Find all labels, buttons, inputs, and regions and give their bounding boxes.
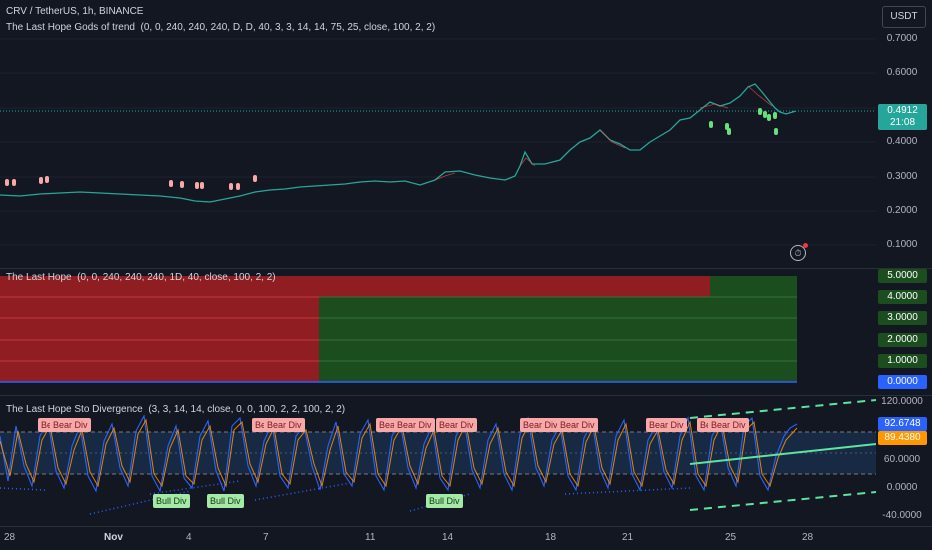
time-tick: 25 <box>725 532 737 543</box>
price-tick: 0.2000 <box>886 205 918 216</box>
time-tick: 28 <box>802 532 814 543</box>
zone-tick: 3.0000 <box>878 311 927 325</box>
indicator1-name: The Last Hope Gods of trend <box>6 22 135 33</box>
bear-div-label: Bear Div <box>646 418 687 432</box>
price-axis[interactable]: USDT 0.7000 0.6000 0.4912 21:08 0.4000 0… <box>876 0 932 268</box>
zone-tick: 4.0000 <box>878 290 927 304</box>
bear-div-label: Bear Div <box>436 418 477 432</box>
price-tick: 0.4000 <box>886 136 918 147</box>
bear-div-label: Bear Div <box>50 418 91 432</box>
indicator3-legend[interactable]: The Last Hope Sto Divergence (3, 3, 14, … <box>6 404 345 415</box>
stoch-k-tag: 92.6748 <box>878 417 927 431</box>
alarm-clock-icon[interactable]: ⏱ <box>790 243 808 261</box>
indicator2-params: (0, 0, 240, 240, 240, 1D, 40, close, 100… <box>77 272 276 283</box>
time-tick: 4 <box>186 532 192 543</box>
price-tick: 0.1000 <box>886 239 918 250</box>
price-tick: 0.3000 <box>886 171 918 182</box>
stoch-pane[interactable]: The Last Hope Sto Divergence (3, 3, 14, … <box>0 396 876 526</box>
indicator1-legend[interactable]: The Last Hope Gods of trend (0, 0, 240, … <box>6 22 435 33</box>
stoch-tick: 0.0000 <box>886 482 918 493</box>
indicator3-params: (3, 3, 14, 14, close, 0, 0, 100, 2, 2, 1… <box>148 404 346 415</box>
indicator2-name: The Last Hope <box>6 272 72 283</box>
bull-div-label: Bull Div <box>207 494 244 508</box>
stoch-axis[interactable]: 120.0000 92.6748 89.4380 60.0000 0.0000 … <box>876 396 932 526</box>
price-tick: 0.7000 <box>886 33 918 44</box>
stoch-tick: 120.0000 <box>881 396 923 407</box>
price-series <box>0 83 797 203</box>
zone-tick: 0.0000 <box>878 375 927 389</box>
stoch-tick: -40.0000 <box>882 510 922 521</box>
bull-div-label: Bull Div <box>426 494 463 508</box>
indicator2-legend[interactable]: The Last Hope (0, 0, 240, 240, 240, 1D, … <box>6 272 276 283</box>
bear-div-label: Bear Div <box>394 418 435 432</box>
price-chart[interactable] <box>0 0 876 268</box>
bear-div-label: Bear Div <box>557 418 598 432</box>
time-axis-separator <box>0 526 932 527</box>
zone-tick: 2.0000 <box>878 333 927 347</box>
time-tick: 14 <box>442 532 454 543</box>
zone-tick: 5.0000 <box>878 269 927 283</box>
indicator3-name: The Last Hope Sto Divergence <box>6 404 143 415</box>
zone-pane[interactable]: The Last Hope (0, 0, 240, 240, 240, 1D, … <box>0 269 876 395</box>
time-axis[interactable] <box>0 527 932 550</box>
stoch-tick: 60.0000 <box>883 454 921 465</box>
pane-separator[interactable] <box>0 395 932 396</box>
zone-tick: 1.0000 <box>878 354 927 368</box>
time-tick: Nov <box>104 532 123 543</box>
zone-chart <box>0 276 797 383</box>
stoch-d-line <box>0 418 798 488</box>
bear-div-label: Bear Div <box>264 418 305 432</box>
time-tick: 11 <box>365 532 376 543</box>
bear-div-label: Bear Div <box>708 418 749 432</box>
time-tick: 21 <box>622 532 634 543</box>
stoch-chart <box>0 399 876 515</box>
currency-button[interactable]: USDT <box>882 6 926 28</box>
price-pane[interactable]: CRV / TetherUS, 1h, BINANCE The Last Hop… <box>0 0 876 268</box>
zone-axis[interactable]: 5.0000 4.0000 3.0000 2.0000 1.0000 0.000… <box>876 269 932 395</box>
indicator1-params: (0, 0, 240, 240, 240, D, D, 40, 3, 3, 14… <box>140 22 436 33</box>
bull-div-label: Bull Div <box>153 494 190 508</box>
last-price-tag: 0.4912 <box>878 104 927 118</box>
time-tick: 28 <box>4 532 16 543</box>
symbol-title[interactable]: CRV / TetherUS, 1h, BINANCE <box>6 6 144 17</box>
time-tick: 7 <box>263 532 269 543</box>
bear-div-label: Bear Div <box>520 418 561 432</box>
stoch-d-tag: 89.4380 <box>878 431 927 445</box>
time-tick: 18 <box>545 532 557 543</box>
price-tick: 0.6000 <box>886 67 918 78</box>
bar-countdown-tag: 21:08 <box>878 116 927 130</box>
pane-separator[interactable] <box>0 268 932 269</box>
